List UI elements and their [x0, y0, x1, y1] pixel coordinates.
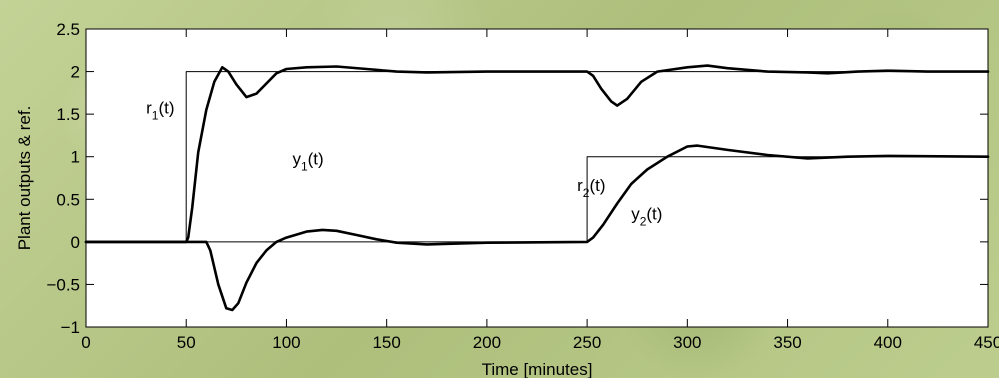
y-tick-label: 2 — [71, 63, 80, 82]
x-tick-label: 100 — [272, 333, 300, 352]
plot-frame — [85, 28, 989, 328]
annotation-layer: r1(t) y1(t) r2(t) y2(t) — [146, 98, 662, 228]
y-tick-label: −1 — [61, 318, 80, 337]
y-tick-label: 1 — [71, 148, 80, 167]
plot-background — [86, 29, 988, 327]
x-tick-label: 50 — [177, 333, 196, 352]
x-tick-label: 0 — [81, 333, 90, 352]
x-axis-label: Time [minutes] — [482, 360, 593, 378]
y-tick-label: 2.5 — [56, 20, 80, 39]
series-line-4 — [84, 144, 990, 312]
y-axis-label: Plant outputs & ref. — [15, 106, 34, 251]
series-annotation: y2(t) — [631, 205, 662, 229]
series-annotation: r2(t) — [577, 176, 605, 200]
x-tick-label: 450 — [974, 333, 999, 352]
y-tick-label: −0.5 — [46, 275, 80, 294]
y-tick-label: 0 — [71, 233, 80, 252]
x-tick-label: 250 — [573, 333, 601, 352]
tick-layer: 0 50 100 150 200 250 300 350 400 450 −1 −0.5 0 0.5 1 1.… — [46, 20, 999, 352]
x-tick-label: 150 — [372, 333, 400, 352]
series-annotation: r1(t) — [146, 98, 174, 122]
series-annotation: y1(t) — [292, 149, 323, 173]
x-tick-label: 400 — [874, 333, 902, 352]
y-tick-label: 1.5 — [56, 105, 80, 124]
x-tick-label: 350 — [773, 333, 801, 352]
y-tick-label: 0.5 — [56, 190, 80, 209]
series-layer — [84, 64, 990, 312]
series-line-3 — [84, 64, 990, 244]
x-tick-label: 300 — [673, 333, 701, 352]
x-tick-label: 200 — [473, 333, 501, 352]
